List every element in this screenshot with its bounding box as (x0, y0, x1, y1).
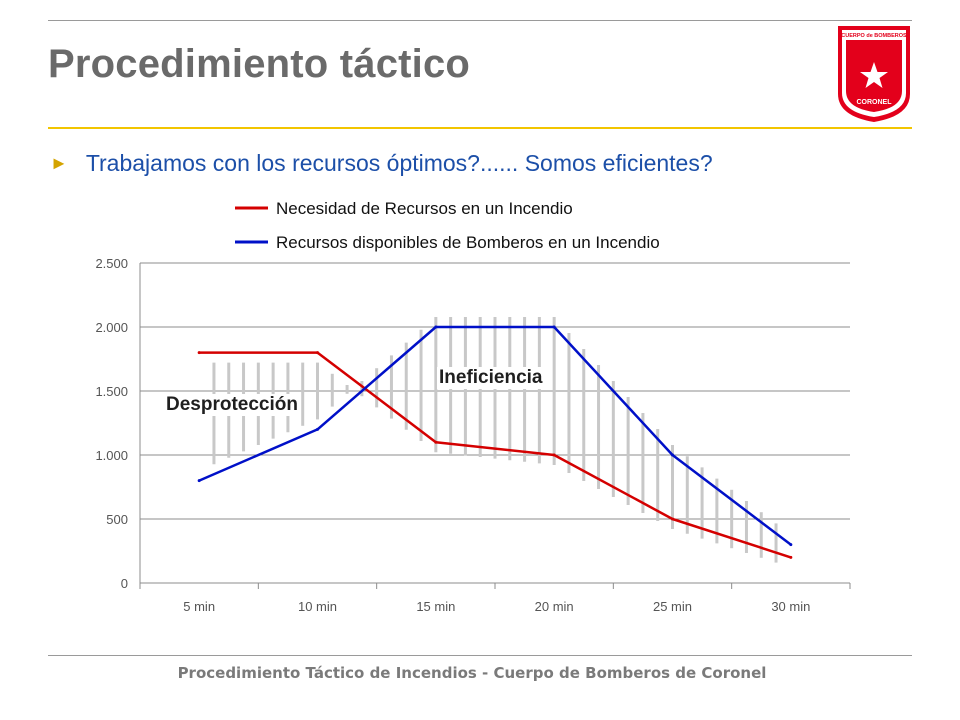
logo-bottom-text: CORONEL (857, 99, 893, 106)
y-tick-label: 2.000 (95, 320, 128, 335)
y-tick-label: 500 (106, 512, 128, 527)
series-line-2 (198, 325, 792, 546)
footer-rule (48, 655, 912, 656)
data-point (552, 453, 556, 457)
y-tick-label: 2.500 (95, 256, 128, 271)
data-point (316, 351, 319, 355)
legend-label: Necesidad de Recursos en un Incendio (276, 199, 573, 218)
slide-title: Procedimiento táctico (48, 42, 471, 86)
annotation-ineficiencia: Ineficiencia (437, 367, 545, 389)
star-shield-icon (860, 62, 888, 88)
data-point (197, 479, 201, 483)
top-rule (48, 20, 912, 21)
series-line-1 (199, 351, 792, 559)
fire-department-logo: CUERPO de BOMBEROS CORONEL (838, 26, 910, 122)
x-tick-label: 25 min (653, 599, 692, 614)
x-tick-label: 20 min (535, 599, 574, 614)
bullet-text: Trabajamos con los recursos óptimos?....… (85, 150, 713, 176)
y-tick-label: 0 (121, 576, 128, 591)
data-point (789, 543, 793, 547)
x-tick-label: 15 min (416, 599, 455, 614)
data-point (197, 351, 201, 355)
y-tick-label: 1.500 (95, 384, 128, 399)
data-point (434, 440, 438, 444)
data-point (671, 517, 674, 521)
legend-label: Recursos disponibles de Bomberos en un I… (276, 233, 660, 252)
line-chart: 0 500 1.000 1.500 2.000 2.500 5 min 10 min 15 mi… (95, 199, 851, 614)
logo-top-text: CUERPO de BOMBEROS (841, 33, 907, 39)
data-point (434, 325, 438, 329)
data-point (552, 325, 556, 329)
data-point (316, 427, 319, 431)
x-tick-label: 30 min (771, 599, 810, 614)
data-point (789, 555, 793, 559)
bullet-arrow-icon: ► (50, 153, 68, 173)
x-tick-label: 5 min (183, 599, 215, 614)
bullet-item: ► Trabajamos con los recursos óptimos?..… (50, 150, 713, 177)
data-point (671, 453, 674, 457)
title-underline (48, 127, 912, 129)
y-tick-label: 1.000 (95, 448, 128, 463)
annotation-desproteccion: Desprotección (164, 394, 300, 416)
footer-text: Procedimiento Táctico de Incendios - Cue… (177, 664, 767, 682)
x-tick-label: 10 min (298, 599, 337, 614)
